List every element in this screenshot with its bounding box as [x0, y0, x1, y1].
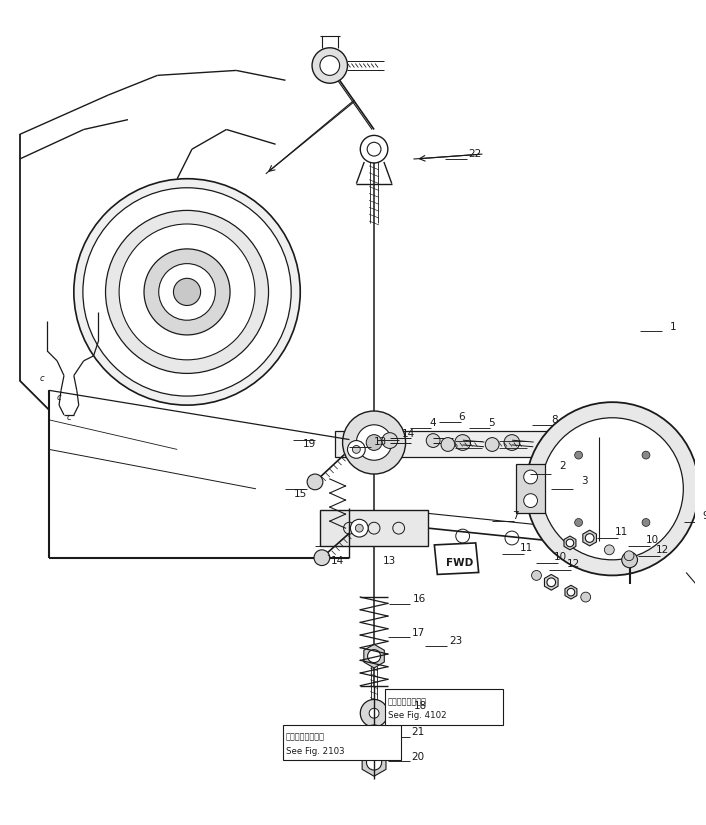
- Text: 13: 13: [374, 436, 388, 446]
- Circle shape: [566, 540, 574, 547]
- Circle shape: [307, 474, 323, 490]
- FancyBboxPatch shape: [282, 725, 401, 761]
- Polygon shape: [565, 585, 577, 599]
- Circle shape: [426, 434, 440, 447]
- Circle shape: [105, 210, 268, 374]
- Circle shape: [366, 755, 382, 770]
- Text: FWD: FWD: [446, 558, 474, 568]
- Circle shape: [604, 544, 614, 554]
- Circle shape: [347, 441, 365, 458]
- Text: 14: 14: [330, 556, 344, 566]
- Circle shape: [526, 402, 699, 575]
- Circle shape: [441, 437, 455, 451]
- Text: 12: 12: [656, 544, 669, 555]
- Circle shape: [532, 571, 542, 580]
- Polygon shape: [434, 543, 479, 574]
- Text: 1: 1: [669, 323, 676, 332]
- Circle shape: [581, 592, 591, 602]
- Circle shape: [362, 725, 386, 748]
- Polygon shape: [583, 530, 597, 546]
- Polygon shape: [320, 511, 429, 546]
- Circle shape: [547, 578, 556, 587]
- Polygon shape: [516, 464, 545, 513]
- Circle shape: [350, 519, 368, 537]
- Circle shape: [357, 425, 392, 460]
- Circle shape: [360, 135, 388, 163]
- FancyBboxPatch shape: [385, 689, 503, 724]
- Polygon shape: [335, 431, 581, 457]
- Polygon shape: [564, 536, 576, 549]
- Text: 22: 22: [469, 149, 481, 159]
- Circle shape: [342, 411, 405, 474]
- Text: 2: 2: [559, 461, 566, 471]
- Circle shape: [83, 188, 291, 396]
- Text: 3: 3: [581, 476, 587, 486]
- Text: 11: 11: [615, 527, 628, 537]
- Text: 11: 11: [520, 543, 533, 553]
- Text: See Fig. 4102: See Fig. 4102: [388, 711, 446, 720]
- Text: 20: 20: [412, 752, 424, 761]
- Text: 10: 10: [554, 552, 568, 562]
- Circle shape: [352, 446, 360, 454]
- Text: 14: 14: [402, 429, 415, 439]
- Text: 12: 12: [567, 559, 580, 568]
- Circle shape: [524, 470, 537, 484]
- Circle shape: [314, 549, 330, 566]
- Polygon shape: [364, 644, 384, 668]
- Text: 第４１０２図参照: 第４１０２図参照: [388, 697, 426, 706]
- Text: 7: 7: [512, 512, 518, 521]
- Text: 16: 16: [412, 594, 426, 604]
- Text: 10: 10: [646, 535, 659, 545]
- Text: 8: 8: [551, 415, 558, 425]
- Circle shape: [366, 435, 382, 450]
- Circle shape: [622, 552, 638, 568]
- Text: 13: 13: [383, 556, 396, 566]
- Circle shape: [485, 437, 499, 451]
- Circle shape: [642, 519, 650, 526]
- Polygon shape: [362, 748, 386, 776]
- Circle shape: [360, 700, 388, 727]
- Circle shape: [74, 179, 300, 405]
- Text: 19: 19: [303, 440, 316, 450]
- Circle shape: [159, 264, 215, 320]
- Text: 5: 5: [489, 417, 495, 428]
- Circle shape: [174, 278, 201, 305]
- Circle shape: [455, 435, 470, 450]
- Circle shape: [369, 709, 379, 718]
- Circle shape: [504, 435, 520, 450]
- Circle shape: [524, 493, 537, 507]
- Circle shape: [642, 451, 650, 459]
- Circle shape: [567, 588, 575, 596]
- Text: c: c: [67, 412, 71, 422]
- Circle shape: [119, 224, 255, 360]
- Circle shape: [368, 649, 381, 662]
- Circle shape: [144, 249, 230, 335]
- Text: 6: 6: [459, 412, 465, 422]
- Text: 18: 18: [414, 701, 426, 711]
- Circle shape: [542, 417, 683, 560]
- Text: 17: 17: [412, 628, 425, 638]
- Text: c: c: [40, 374, 44, 383]
- Text: See Fig. 2103: See Fig. 2103: [285, 747, 344, 756]
- Circle shape: [312, 48, 347, 83]
- Polygon shape: [544, 574, 558, 590]
- Circle shape: [355, 524, 364, 532]
- Circle shape: [585, 534, 594, 542]
- Circle shape: [624, 551, 634, 561]
- Text: 15: 15: [294, 488, 306, 498]
- Text: 21: 21: [412, 727, 425, 737]
- Text: 4: 4: [429, 417, 436, 428]
- Circle shape: [575, 451, 582, 459]
- Text: 第２１０３図参照: 第２１０３図参照: [285, 733, 325, 742]
- Circle shape: [382, 432, 397, 449]
- Circle shape: [320, 55, 340, 75]
- Text: 23: 23: [449, 636, 462, 646]
- Circle shape: [575, 519, 582, 526]
- Text: c: c: [57, 394, 61, 403]
- Circle shape: [369, 732, 379, 742]
- Text: 9: 9: [703, 512, 706, 521]
